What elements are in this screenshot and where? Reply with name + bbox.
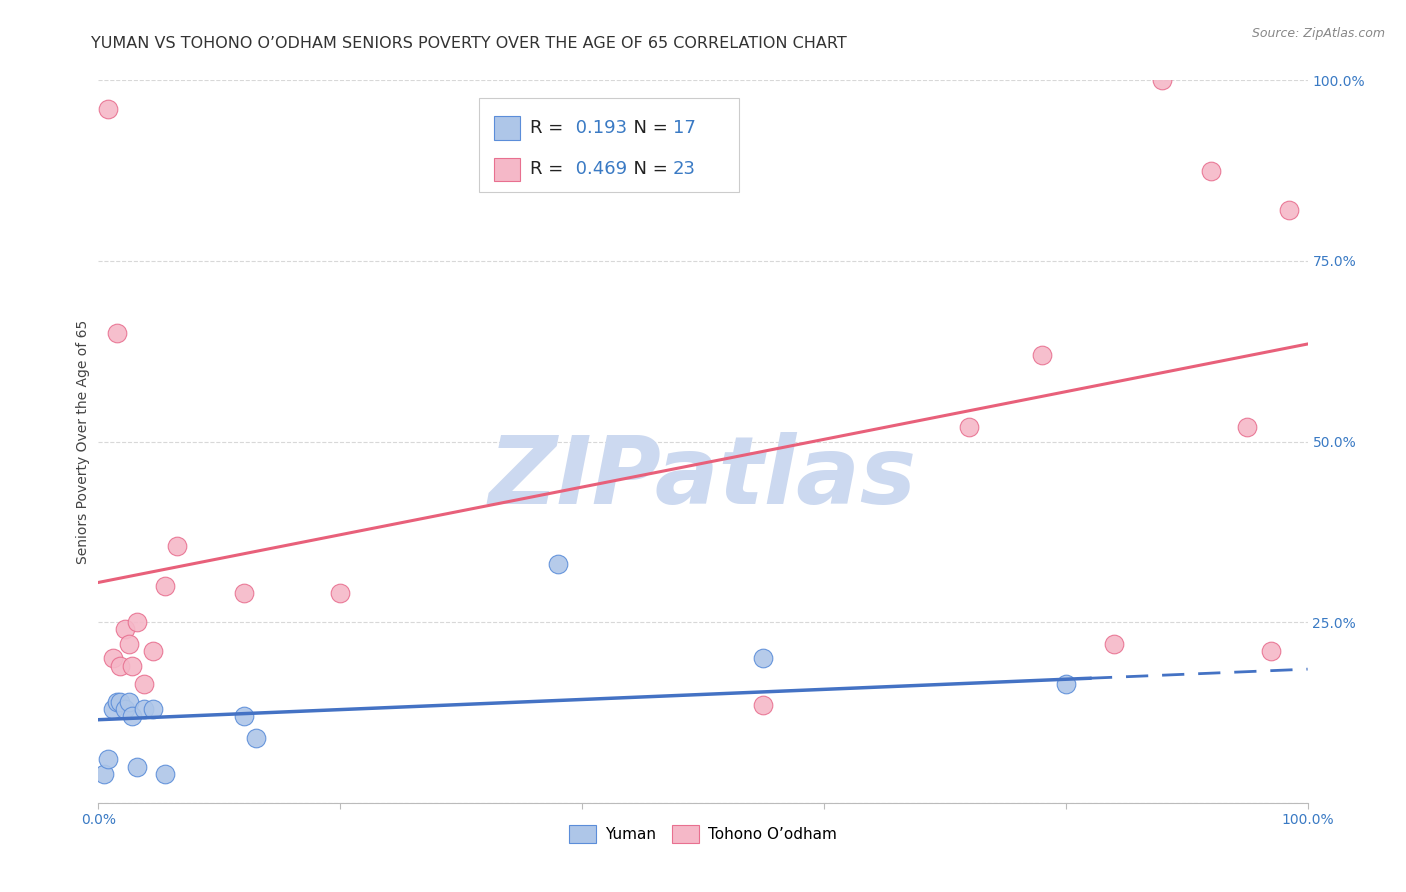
Point — [153, 767, 176, 781]
Point — [153, 579, 176, 593]
Point — [1260, 644, 1282, 658]
Text: YUMAN VS TOHONO O’ODHAM SENIORS POVERTY OVER THE AGE OF 65 CORRELATION CHART: YUMAN VS TOHONO O’ODHAM SENIORS POVERTY … — [91, 36, 848, 51]
Text: 17: 17 — [673, 119, 696, 137]
Legend: Yuman, Tohono O’odham: Yuman, Tohono O’odham — [562, 819, 844, 849]
Point — [97, 752, 120, 766]
Point — [114, 623, 136, 637]
Point — [101, 651, 124, 665]
Point — [127, 760, 149, 774]
Point — [118, 637, 141, 651]
Point — [127, 615, 149, 630]
Y-axis label: Seniors Poverty Over the Age of 65: Seniors Poverty Over the Age of 65 — [76, 319, 90, 564]
Point — [105, 695, 128, 709]
Text: ZIPatlas: ZIPatlas — [489, 432, 917, 524]
Text: Source: ZipAtlas.com: Source: ZipAtlas.com — [1251, 27, 1385, 40]
FancyBboxPatch shape — [494, 117, 520, 139]
Point — [166, 539, 188, 553]
Point — [1278, 203, 1301, 218]
Point — [752, 651, 775, 665]
Text: 23: 23 — [673, 161, 696, 178]
Point — [101, 702, 124, 716]
Text: R =: R = — [530, 119, 569, 137]
Text: N =: N = — [621, 161, 673, 178]
Point — [1199, 163, 1222, 178]
Point — [1102, 637, 1125, 651]
Point — [134, 702, 156, 716]
Text: R =: R = — [530, 161, 569, 178]
Point — [547, 558, 569, 572]
Text: 0.469: 0.469 — [569, 161, 627, 178]
Point — [232, 586, 254, 600]
Point — [1152, 73, 1174, 87]
FancyBboxPatch shape — [494, 158, 520, 181]
FancyBboxPatch shape — [479, 98, 740, 193]
Point — [108, 658, 131, 673]
Point — [232, 709, 254, 723]
Point — [121, 658, 143, 673]
Point — [1054, 676, 1077, 690]
Point — [134, 676, 156, 690]
Point — [118, 695, 141, 709]
Point — [97, 102, 120, 116]
Point — [1031, 348, 1053, 362]
Text: 0.193: 0.193 — [569, 119, 627, 137]
Point — [142, 702, 165, 716]
Point — [93, 767, 115, 781]
Point — [114, 702, 136, 716]
Point — [121, 709, 143, 723]
Point — [329, 586, 352, 600]
Point — [957, 420, 980, 434]
Point — [752, 698, 775, 713]
Point — [1236, 420, 1258, 434]
Text: N =: N = — [621, 119, 673, 137]
Point — [105, 326, 128, 340]
Point — [108, 695, 131, 709]
Point — [245, 731, 267, 745]
Point — [142, 644, 165, 658]
